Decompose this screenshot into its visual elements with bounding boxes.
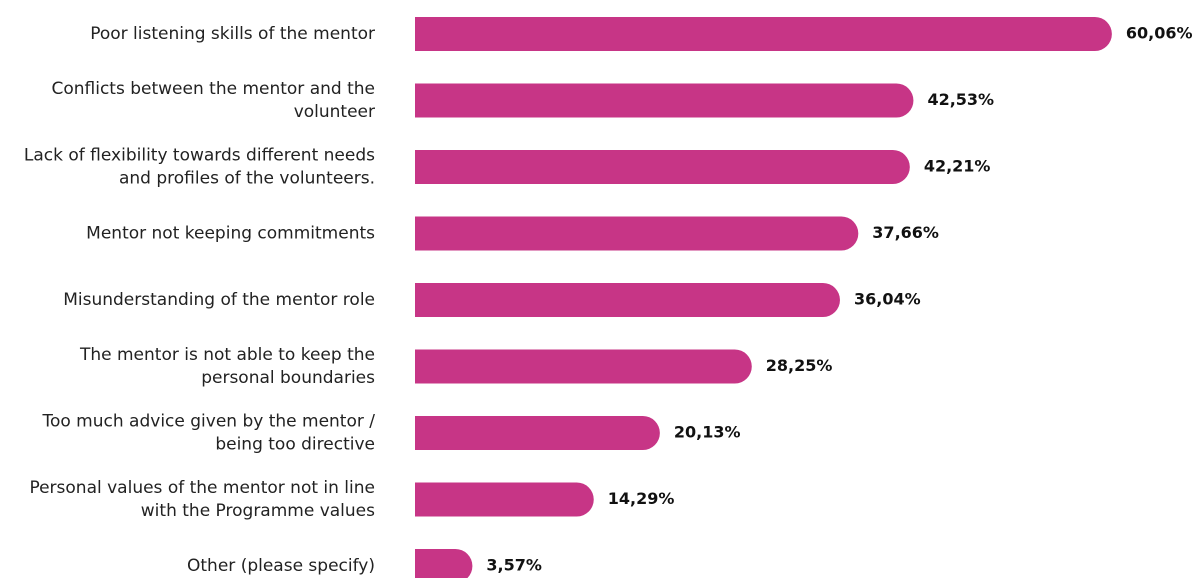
value-label: 37,66% (872, 223, 939, 242)
value-label: 42,21% (924, 157, 991, 176)
bar (415, 150, 910, 184)
bar (415, 283, 840, 317)
category-label: Misunderstanding of the mentor role (63, 290, 375, 310)
value-label: 20,13% (674, 423, 741, 442)
bar (415, 83, 914, 118)
value-label: 3,57% (486, 556, 542, 575)
bar (415, 549, 473, 578)
value-label: 42,53% (927, 90, 994, 109)
bar (415, 216, 859, 251)
category-label: Conflicts between the mentor and the (51, 79, 375, 99)
category-label: Mentor not keeping commitments (86, 224, 375, 244)
category-label: and profiles of the volunteers. (119, 169, 375, 189)
bar (415, 349, 752, 384)
category-label: Too much advice given by the mentor / (41, 412, 375, 432)
category-label: Lack of flexibility towards different ne… (24, 146, 375, 166)
bar (415, 482, 594, 517)
bar (415, 416, 660, 450)
category-label: being too directive (215, 435, 375, 455)
category-label: Other (please specify) (187, 556, 375, 576)
value-label: 60,06% (1126, 24, 1193, 43)
category-label: with the Programme values (141, 501, 375, 521)
bar (415, 17, 1112, 51)
category-label: personal boundaries (201, 368, 375, 388)
value-label: 28,25% (766, 356, 833, 375)
category-label: The mentor is not able to keep the (79, 345, 375, 365)
value-label: 14,29% (608, 489, 675, 508)
category-label: Personal values of the mentor not in lin… (29, 478, 375, 498)
value-label: 36,04% (854, 290, 921, 309)
category-label: volunteer (294, 102, 375, 122)
category-label: Poor listening skills of the mentor (90, 24, 375, 44)
